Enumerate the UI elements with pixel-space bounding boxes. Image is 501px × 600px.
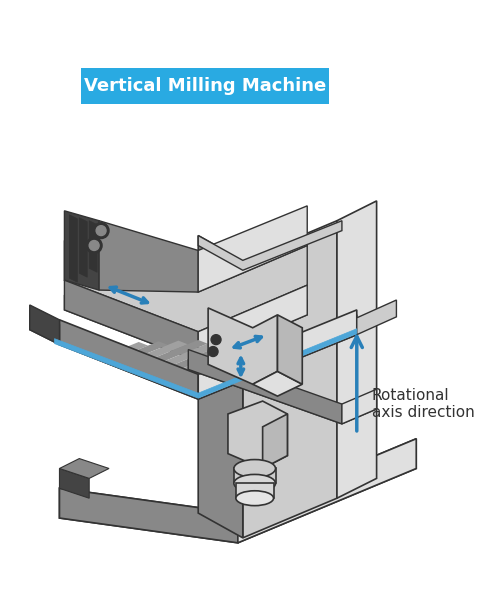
Polygon shape	[60, 488, 238, 543]
Polygon shape	[236, 484, 274, 498]
Text: Vertical Milling Machine: Vertical Milling Machine	[84, 77, 326, 95]
Polygon shape	[115, 341, 188, 367]
Polygon shape	[89, 221, 97, 272]
Polygon shape	[143, 338, 247, 377]
Polygon shape	[189, 335, 346, 395]
Polygon shape	[170, 337, 307, 388]
Polygon shape	[55, 338, 198, 398]
Polygon shape	[99, 221, 198, 292]
Polygon shape	[60, 344, 79, 348]
Polygon shape	[208, 308, 278, 384]
Polygon shape	[253, 371, 302, 396]
Polygon shape	[79, 218, 87, 277]
Polygon shape	[97, 342, 148, 359]
Polygon shape	[188, 359, 377, 424]
Polygon shape	[124, 340, 207, 370]
Polygon shape	[30, 305, 60, 344]
Circle shape	[86, 238, 102, 253]
Polygon shape	[357, 300, 396, 335]
Polygon shape	[188, 350, 342, 424]
Polygon shape	[87, 343, 128, 355]
Polygon shape	[65, 211, 99, 290]
Polygon shape	[133, 340, 227, 374]
Polygon shape	[78, 343, 108, 352]
Polygon shape	[60, 439, 416, 543]
Polygon shape	[60, 320, 198, 399]
Ellipse shape	[234, 460, 276, 478]
Text: Rotational
axis direction: Rotational axis direction	[372, 388, 474, 420]
Polygon shape	[180, 336, 326, 392]
Polygon shape	[60, 458, 109, 478]
Polygon shape	[278, 315, 302, 384]
Polygon shape	[60, 315, 357, 399]
Circle shape	[208, 347, 218, 356]
Ellipse shape	[234, 475, 276, 492]
Circle shape	[93, 223, 109, 239]
Polygon shape	[198, 310, 357, 399]
Polygon shape	[69, 344, 89, 348]
Polygon shape	[198, 206, 307, 292]
Circle shape	[89, 241, 99, 250]
Polygon shape	[65, 241, 307, 332]
FancyBboxPatch shape	[81, 68, 329, 104]
Polygon shape	[198, 221, 342, 270]
Polygon shape	[69, 215, 77, 282]
Polygon shape	[161, 337, 287, 385]
Polygon shape	[198, 329, 357, 398]
Polygon shape	[243, 221, 337, 538]
Polygon shape	[342, 389, 377, 424]
Polygon shape	[60, 469, 89, 498]
Polygon shape	[263, 414, 288, 469]
Polygon shape	[65, 280, 198, 361]
Polygon shape	[337, 201, 377, 498]
Polygon shape	[198, 285, 307, 361]
Polygon shape	[238, 439, 416, 543]
Polygon shape	[65, 295, 307, 361]
Polygon shape	[228, 401, 288, 469]
Circle shape	[211, 335, 221, 344]
Polygon shape	[234, 469, 276, 484]
Circle shape	[96, 226, 106, 236]
Polygon shape	[198, 236, 243, 538]
Polygon shape	[152, 338, 267, 381]
Polygon shape	[106, 341, 168, 363]
Ellipse shape	[236, 491, 274, 506]
Polygon shape	[30, 310, 60, 344]
